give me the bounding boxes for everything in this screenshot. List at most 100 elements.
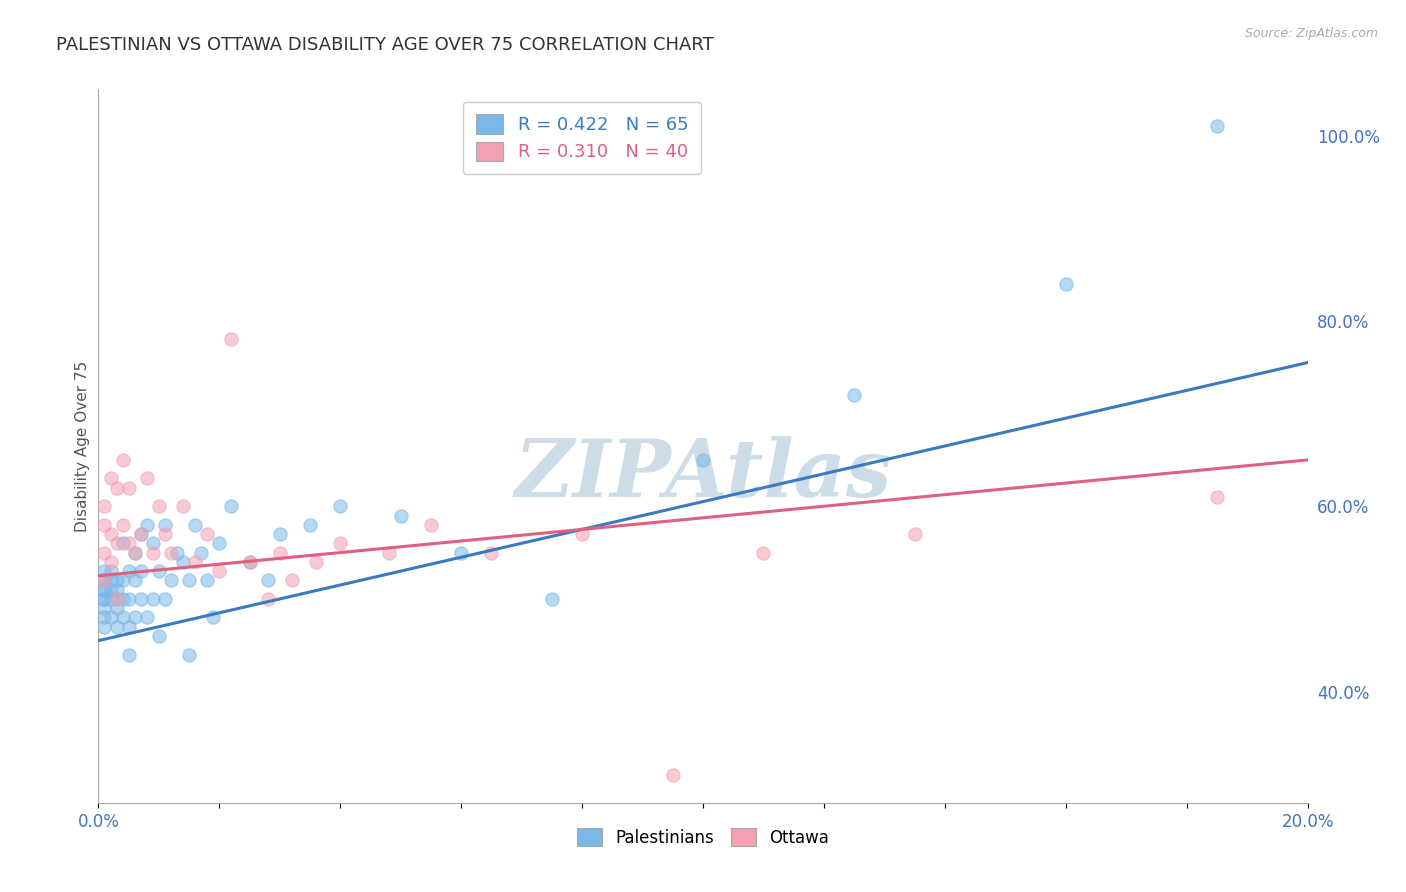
Point [148,500,170,514]
Point [481,545,503,559]
Point [129,527,152,541]
Point [93,564,115,578]
Point [111,536,134,550]
Point [195,527,218,541]
Y-axis label: Disability Age Over 75: Disability Age Over 75 [75,360,90,532]
Point [142,591,165,606]
Point [118,620,141,634]
Point [153,527,176,541]
Point [571,527,593,541]
Point [100,591,122,606]
Point [93,574,115,588]
Point [118,481,141,495]
Point [100,582,122,597]
Point [190,545,212,559]
Point [124,610,146,624]
Point [202,610,225,624]
Point [124,545,146,559]
Point [100,555,122,569]
Point [179,648,201,662]
Point [105,536,128,550]
Point [124,574,146,588]
Point [1054,277,1077,291]
Point [389,508,412,523]
Point [105,620,128,634]
Point [93,500,115,514]
Point [661,768,683,782]
Point [195,574,218,588]
Point [142,545,165,559]
Point [118,591,141,606]
Point [105,591,128,606]
Point [1206,490,1229,504]
Point [450,545,472,559]
Point [93,574,115,588]
Point [148,564,170,578]
Point [111,591,134,606]
Legend: Palestinians, Ottawa: Palestinians, Ottawa [568,820,838,855]
Point [93,610,115,624]
Point [100,574,122,588]
Point [160,545,183,559]
Point [118,536,141,550]
Point [540,591,562,606]
Point [329,500,352,514]
Point [752,545,775,559]
Point [153,591,176,606]
Point [420,517,443,532]
Point [93,545,115,559]
Point [148,629,170,643]
Point [111,574,134,588]
Point [93,582,115,597]
Point [329,536,352,550]
Point [100,527,122,541]
Point [256,574,278,588]
Point [105,481,128,495]
Point [129,527,152,541]
Point [239,555,262,569]
Point [124,545,146,559]
Point [269,545,291,559]
Point [166,545,188,559]
Point [269,527,291,541]
Point [93,591,115,606]
Point [100,471,122,485]
Point [208,536,231,550]
Point [281,574,304,588]
Point [135,610,157,624]
Point [904,527,927,541]
Point [129,564,152,578]
Text: Source: ZipAtlas.com: Source: ZipAtlas.com [1244,27,1378,40]
Point [172,500,194,514]
Point [208,564,231,578]
Point [142,536,165,550]
Point [184,555,207,569]
Point [844,388,866,402]
Text: PALESTINIAN VS OTTAWA DISABILITY AGE OVER 75 CORRELATION CHART: PALESTINIAN VS OTTAWA DISABILITY AGE OVE… [56,36,714,54]
Point [93,517,115,532]
Point [93,620,115,634]
Point [105,574,128,588]
Point [692,453,714,467]
Point [111,610,134,624]
Point [93,582,115,597]
Point [172,555,194,569]
Point [299,517,322,532]
Point [111,517,134,532]
Point [377,545,399,559]
Point [93,591,115,606]
Point [239,555,262,569]
Point [184,517,207,532]
Point [221,500,243,514]
Point [111,453,134,467]
Point [256,591,278,606]
Point [93,601,115,615]
Text: ZIPAtlas: ZIPAtlas [515,436,891,513]
Point [135,471,157,485]
Point [160,574,183,588]
Point [100,610,122,624]
Point [118,648,141,662]
Point [129,591,152,606]
Point [118,564,141,578]
Point [1206,120,1229,134]
